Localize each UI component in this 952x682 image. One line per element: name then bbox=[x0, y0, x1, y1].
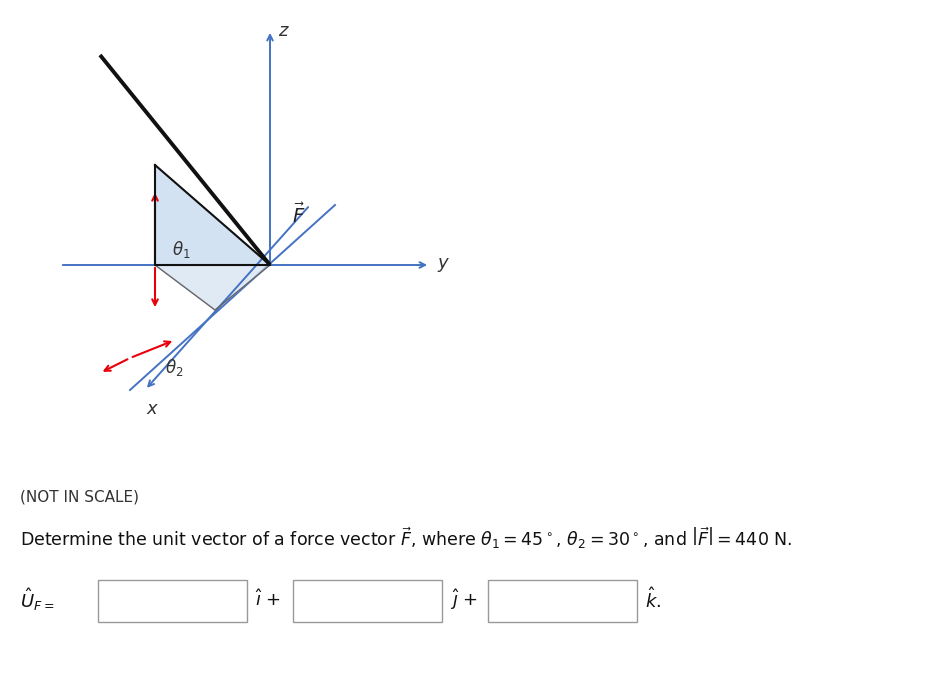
FancyBboxPatch shape bbox=[98, 580, 247, 622]
Text: x: x bbox=[147, 400, 157, 418]
Text: $\hat{U}_{F=}$: $\hat{U}_{F=}$ bbox=[20, 587, 54, 613]
Polygon shape bbox=[155, 265, 269, 310]
Text: (NOT IN SCALE): (NOT IN SCALE) bbox=[20, 490, 139, 505]
Polygon shape bbox=[155, 165, 269, 265]
Text: $\vec{F}$: $\vec{F}$ bbox=[291, 203, 306, 227]
FancyBboxPatch shape bbox=[487, 580, 636, 622]
Text: $\theta_1$: $\theta_1$ bbox=[171, 239, 190, 261]
Text: y: y bbox=[437, 254, 447, 272]
Text: $\theta_2$: $\theta_2$ bbox=[165, 357, 183, 379]
Text: Determine the unit vector of a force vector $\vec{F}$, where $\theta_1 = 45^\cir: Determine the unit vector of a force vec… bbox=[20, 525, 791, 550]
Text: $\hat{\imath}$ +: $\hat{\imath}$ + bbox=[255, 590, 281, 610]
Text: $\hat{k}$.: $\hat{k}$. bbox=[645, 588, 661, 612]
Text: $\hat{\jmath}$ +: $\hat{\jmath}$ + bbox=[449, 588, 477, 612]
Text: z: z bbox=[278, 22, 288, 40]
FancyBboxPatch shape bbox=[292, 580, 442, 622]
